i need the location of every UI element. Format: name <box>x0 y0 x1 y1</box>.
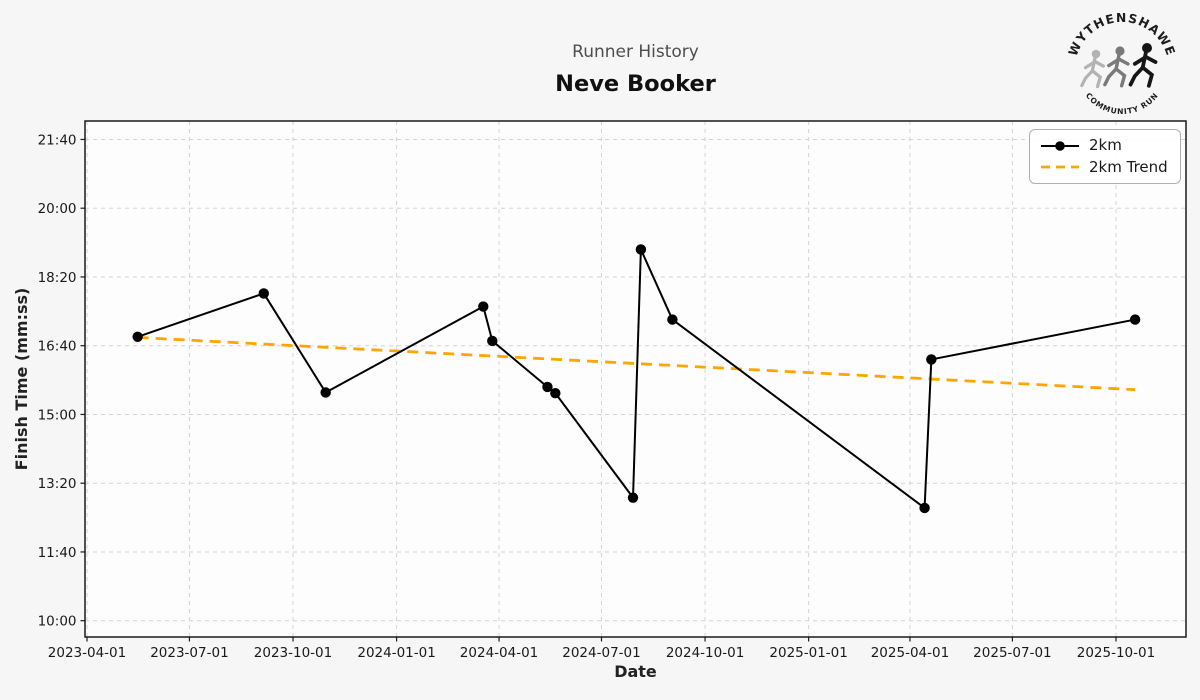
axis-ticks <box>80 138 1117 642</box>
x-tick-label: 2025-01-01 <box>769 645 847 661</box>
runner-icon-dark <box>1128 41 1158 88</box>
trend-line <box>137 336 1136 392</box>
runner-icon-mid <box>1103 44 1130 88</box>
data-point-marker <box>635 244 647 255</box>
data-point-marker <box>478 301 489 312</box>
data-point-marker <box>132 331 143 342</box>
data-point-marker <box>487 335 498 347</box>
data-point-marker <box>1129 314 1141 325</box>
legend: 2km 2km Trend <box>1029 129 1181 184</box>
legend-item-2km: 2km <box>1039 138 1171 154</box>
x-tick-label: 2023-07-01 <box>150 645 228 661</box>
y-axis-label: Finish Time (mm:ss) <box>12 287 31 471</box>
y-tick-label: 16:40 <box>38 339 77 355</box>
x-tick-label: 2024-01-01 <box>357 645 435 661</box>
y-tick-label: 21:40 <box>38 132 77 148</box>
data-point-marker <box>667 314 678 325</box>
y-tick-label: 11:40 <box>38 545 77 561</box>
runner-name-title: Neve Booker <box>555 71 716 97</box>
x-tick-label: 2025-04-01 <box>871 645 949 661</box>
y-tick-label: 10:00 <box>38 614 77 630</box>
data-point-marker <box>926 354 937 365</box>
x-tick-label: 2023-10-01 <box>254 645 332 661</box>
legend-trend-label: 2km Trend <box>1089 157 1168 176</box>
trend-line-layer <box>137 336 1136 392</box>
y-tick-label: 15:00 <box>38 407 77 423</box>
axis-tick-labels: 2023-04-01 2023-07-01 2023-10-01 2024-01-01… <box>38 132 1156 661</box>
series-layer <box>132 244 1141 514</box>
logo-bottom-text: COMMUNITY RUN <box>1084 91 1160 116</box>
data-point-marker <box>320 387 331 398</box>
axes-frame <box>84 120 1187 638</box>
x-tick-label: 2024-04-01 <box>460 645 538 661</box>
y-tick-label: 13:20 <box>38 476 77 492</box>
legend-item-2km-trend: 2km Trend <box>1039 159 1171 175</box>
x-axis-label: Date <box>614 662 657 681</box>
legend-trend-line-sample <box>1041 165 1079 169</box>
x-tick-label: 2025-10-01 <box>1077 645 1155 661</box>
x-tick-label: 2025-07-01 <box>973 645 1051 661</box>
data-point-marker <box>258 288 269 299</box>
data-point-marker <box>550 387 561 399</box>
y-tick-label: 18:20 <box>38 270 77 286</box>
y-tick-label: 20:00 <box>38 201 77 217</box>
gridlines <box>85 121 1186 637</box>
wythenshawe-community-run-logo: WYTHENSHAWE COMMUNITY RUN <box>1066 11 1177 116</box>
data-point-marker <box>627 492 639 503</box>
axes-background <box>85 121 1186 637</box>
data-point-marker <box>919 502 930 514</box>
chart-title: Runner History <box>572 42 699 62</box>
legend-2km-label: 2km <box>1089 136 1122 155</box>
data-point-marker <box>542 381 553 393</box>
legend-2km-line-sample <box>1041 140 1079 151</box>
x-tick-label: 2024-10-01 <box>666 645 744 661</box>
runner-icon-light <box>1080 48 1105 89</box>
x-tick-label: 2023-04-01 <box>48 645 126 661</box>
x-tick-label: 2024-07-01 <box>562 645 640 661</box>
